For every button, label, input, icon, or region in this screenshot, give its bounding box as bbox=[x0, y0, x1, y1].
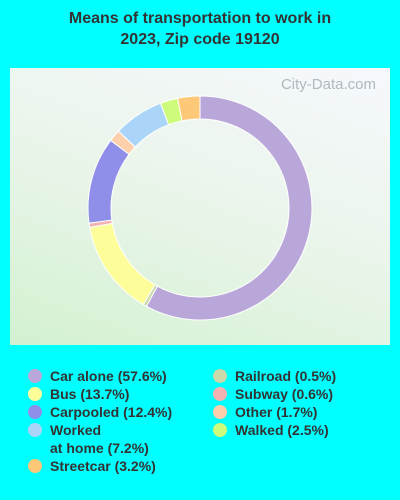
legend-swatch bbox=[213, 423, 227, 437]
legend-item: Other (1.7%) bbox=[213, 403, 336, 421]
legend-item: Bus (13.7%) bbox=[28, 385, 213, 403]
legend-swatch bbox=[28, 405, 42, 419]
watermark: City-Data.com bbox=[280, 76, 376, 93]
legend-column: Railroad (0.5%) Subway (0.6%) Other (1.7%)… bbox=[213, 367, 336, 475]
legend-swatch bbox=[213, 387, 227, 401]
legend-label: Other (1.7%) bbox=[235, 404, 318, 420]
legend-item: Carpooled (12.4%) bbox=[28, 403, 213, 421]
legend-item: Worked at home (7.2%) bbox=[28, 421, 213, 457]
legend-label: Carpooled (12.4%) bbox=[50, 404, 173, 420]
legend-label: Worked at home (7.2%) bbox=[50, 422, 149, 456]
donut-slice bbox=[176, 95, 201, 122]
legend-label: Walked (2.5%) bbox=[235, 422, 329, 438]
legend-item: Subway (0.6%) bbox=[213, 385, 336, 403]
donut-slice bbox=[145, 95, 313, 321]
legend-swatch bbox=[213, 369, 227, 383]
chart-title: Means of transportation to work in 2023,… bbox=[68, 10, 332, 48]
legend-label: Bus (13.7%) bbox=[50, 386, 130, 402]
legend-label: Streetcar (3.2%) bbox=[50, 458, 156, 474]
legend-column: Car alone (57.6%) Bus (13.7%) Carpooled (1… bbox=[28, 367, 213, 475]
legend-item: Walked (2.5%) bbox=[213, 421, 336, 439]
legend-swatch bbox=[28, 369, 42, 383]
legend-label: Subway (0.6%) bbox=[235, 386, 334, 402]
legend-swatch bbox=[28, 423, 42, 437]
donut-slice bbox=[89, 222, 156, 306]
donut-slice bbox=[87, 139, 130, 224]
legend-label: Car alone (57.6%) bbox=[50, 368, 167, 384]
legend-item: Railroad (0.5%) bbox=[213, 367, 336, 385]
legend-swatch bbox=[213, 405, 227, 419]
legend: Car alone (57.6%) Bus (13.7%) Carpooled (1… bbox=[28, 367, 398, 475]
legend-swatch bbox=[28, 387, 42, 401]
legend-item: Streetcar (3.2%) bbox=[28, 457, 213, 475]
legend-swatch bbox=[28, 459, 42, 473]
legend-label: Railroad (0.5%) bbox=[235, 368, 337, 384]
legend-item: Car alone (57.6%) bbox=[28, 367, 213, 385]
